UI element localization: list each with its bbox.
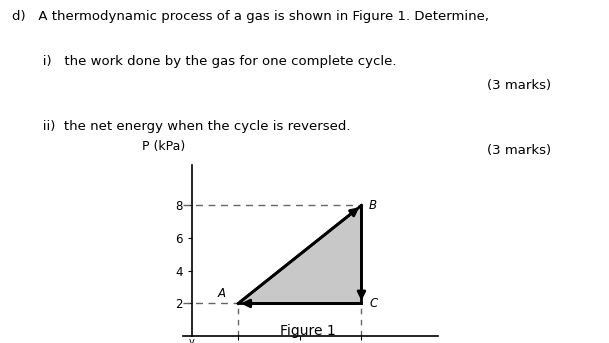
Text: B: B — [369, 199, 377, 212]
Y-axis label: P (kPa): P (kPa) — [142, 140, 185, 153]
Text: Figure 1: Figure 1 — [280, 324, 336, 338]
Text: v: v — [189, 337, 195, 343]
Text: (3 marks): (3 marks) — [487, 79, 551, 92]
Text: ii)  the net energy when the cycle is reversed.: ii) the net energy when the cycle is rev… — [30, 120, 351, 133]
Text: i)   the work done by the gas for one complete cycle.: i) the work done by the gas for one comp… — [30, 55, 397, 68]
Polygon shape — [238, 205, 361, 304]
Text: (3 marks): (3 marks) — [487, 144, 551, 157]
Text: C: C — [369, 297, 378, 310]
Text: A: A — [217, 287, 225, 300]
Text: d)   A thermodynamic process of a gas is shown in Figure 1. Determine,: d) A thermodynamic process of a gas is s… — [12, 10, 489, 23]
